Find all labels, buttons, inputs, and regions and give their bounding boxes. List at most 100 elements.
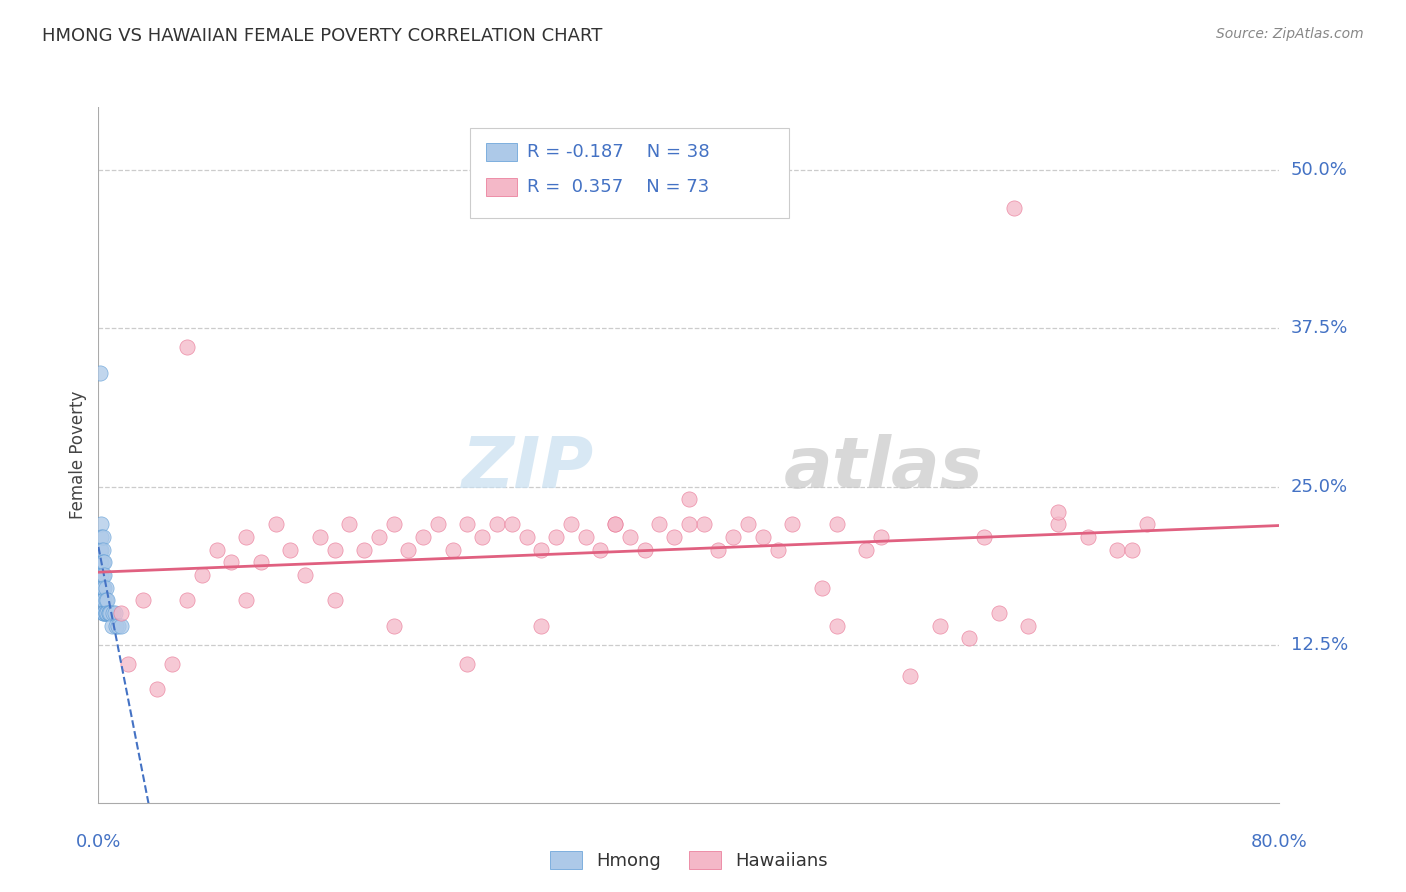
Point	[278, 542, 302, 557]
Point	[89, 542, 111, 557]
Point	[605, 517, 627, 532]
Point	[117, 657, 139, 671]
Point	[928, 618, 950, 632]
Point	[97, 606, 120, 620]
Point	[90, 530, 112, 544]
Point	[162, 657, 183, 671]
Point	[107, 618, 129, 632]
Point	[90, 542, 112, 557]
Point	[855, 542, 877, 557]
Point	[94, 606, 117, 620]
Point	[825, 618, 848, 632]
Point	[1121, 542, 1143, 557]
Point	[110, 618, 132, 632]
Point	[294, 568, 316, 582]
Point	[973, 530, 995, 544]
Legend: Hmong, Hawaiians: Hmong, Hawaiians	[543, 844, 835, 877]
Point	[544, 530, 567, 544]
Point	[91, 542, 114, 557]
FancyBboxPatch shape	[471, 128, 789, 219]
FancyBboxPatch shape	[486, 144, 516, 161]
Point	[146, 681, 169, 696]
Point	[105, 618, 128, 632]
Point	[91, 581, 114, 595]
Text: 25.0%: 25.0%	[1291, 477, 1348, 496]
Point	[176, 593, 198, 607]
Point	[100, 618, 122, 632]
Point	[678, 517, 700, 532]
Point	[678, 492, 700, 507]
Point	[96, 593, 118, 607]
Point	[501, 517, 523, 532]
Point	[766, 542, 789, 557]
Point	[368, 530, 391, 544]
Point	[427, 517, 450, 532]
Point	[456, 517, 478, 532]
Point	[589, 542, 612, 557]
Point	[825, 517, 848, 532]
Point	[382, 517, 405, 532]
Point	[869, 530, 891, 544]
Point	[664, 530, 686, 544]
Point	[89, 366, 111, 380]
Point	[530, 618, 553, 632]
Point	[90, 581, 112, 595]
Point	[574, 530, 596, 544]
Point	[94, 593, 117, 607]
Point	[605, 517, 627, 532]
Point	[633, 542, 655, 557]
Point	[337, 517, 360, 532]
Point	[560, 517, 582, 532]
Point	[1046, 517, 1069, 532]
Point	[132, 593, 155, 607]
Point	[309, 530, 332, 544]
Point	[987, 606, 1010, 620]
Point	[103, 606, 125, 620]
Text: HMONG VS HAWAIIAN FEMALE POVERTY CORRELATION CHART: HMONG VS HAWAIIAN FEMALE POVERTY CORRELA…	[42, 27, 603, 45]
Point	[1017, 618, 1039, 632]
Point	[959, 632, 981, 646]
Point	[1046, 505, 1069, 519]
Point	[1105, 542, 1128, 557]
Point	[751, 530, 773, 544]
Point	[93, 568, 115, 582]
Text: 37.5%: 37.5%	[1291, 319, 1348, 337]
Point	[219, 556, 242, 570]
Text: 50.0%: 50.0%	[1291, 161, 1347, 179]
Point	[97, 606, 120, 620]
Text: atlas: atlas	[783, 434, 983, 503]
Point	[515, 530, 537, 544]
Text: 0.0%: 0.0%	[76, 833, 121, 851]
Point	[93, 581, 115, 595]
Point	[782, 517, 804, 532]
Point	[412, 530, 434, 544]
Point	[90, 556, 112, 570]
Point	[721, 530, 744, 544]
Point	[693, 517, 716, 532]
Text: R =  0.357    N = 73: R = 0.357 N = 73	[527, 178, 710, 196]
Point	[93, 606, 115, 620]
Point	[91, 593, 114, 607]
Point	[264, 517, 287, 532]
Point	[91, 568, 114, 582]
Text: Source: ZipAtlas.com: Source: ZipAtlas.com	[1216, 27, 1364, 41]
Point	[810, 581, 832, 595]
Point	[323, 542, 346, 557]
Point	[91, 606, 114, 620]
Point	[396, 542, 419, 557]
Point	[486, 517, 509, 532]
Point	[93, 593, 115, 607]
Point	[104, 606, 127, 620]
Point	[235, 593, 257, 607]
Point	[93, 556, 115, 570]
Point	[91, 530, 114, 544]
Point	[191, 568, 214, 582]
Point	[1135, 517, 1157, 532]
Point	[93, 606, 115, 620]
Point	[90, 568, 112, 582]
Point	[176, 340, 198, 354]
Point	[441, 542, 464, 557]
Point	[235, 530, 257, 544]
Point	[707, 542, 730, 557]
Point	[250, 556, 273, 570]
